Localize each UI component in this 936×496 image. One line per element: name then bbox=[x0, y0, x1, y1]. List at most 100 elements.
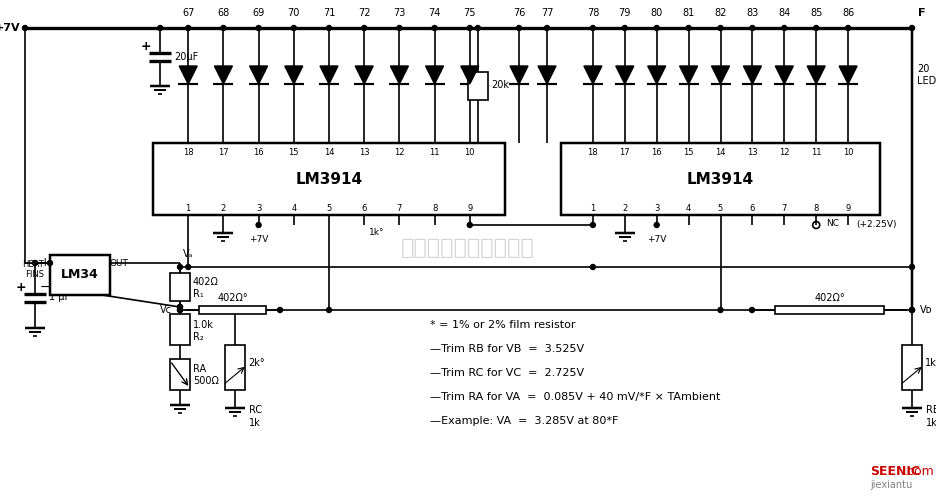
Text: 83: 83 bbox=[746, 8, 758, 18]
Text: 2: 2 bbox=[221, 204, 226, 213]
Circle shape bbox=[178, 305, 183, 310]
Text: jiexiantu: jiexiantu bbox=[870, 480, 913, 490]
Polygon shape bbox=[355, 66, 373, 84]
Circle shape bbox=[910, 264, 914, 269]
Text: 74: 74 bbox=[429, 8, 441, 18]
Text: 7: 7 bbox=[782, 204, 787, 213]
Circle shape bbox=[654, 223, 659, 228]
Text: 9: 9 bbox=[467, 204, 473, 213]
Text: 71: 71 bbox=[323, 8, 335, 18]
Circle shape bbox=[178, 305, 183, 310]
Text: 16: 16 bbox=[254, 148, 264, 157]
Text: 6: 6 bbox=[361, 204, 367, 213]
Circle shape bbox=[361, 25, 367, 30]
Circle shape bbox=[178, 308, 183, 312]
Bar bbox=[775, 306, 884, 314]
Circle shape bbox=[48, 260, 52, 265]
Bar bbox=[561, 143, 880, 215]
Circle shape bbox=[22, 25, 27, 30]
Text: —Example: VA  =  3.285V at 80*F: —Example: VA = 3.285V at 80*F bbox=[430, 416, 619, 426]
Circle shape bbox=[157, 25, 163, 30]
Text: 10: 10 bbox=[464, 148, 475, 157]
Text: +7V: +7V bbox=[249, 235, 269, 244]
Polygon shape bbox=[680, 66, 697, 84]
Circle shape bbox=[845, 25, 851, 30]
Circle shape bbox=[185, 25, 191, 30]
Text: 16: 16 bbox=[651, 148, 662, 157]
Text: R₂: R₂ bbox=[193, 331, 204, 342]
Bar bbox=[225, 345, 245, 390]
Circle shape bbox=[221, 25, 226, 30]
Circle shape bbox=[467, 223, 473, 228]
Bar bbox=[902, 345, 922, 390]
Polygon shape bbox=[250, 66, 268, 84]
Text: 75: 75 bbox=[463, 8, 476, 18]
Text: 69: 69 bbox=[253, 8, 265, 18]
Text: 86: 86 bbox=[842, 8, 855, 18]
Text: 8: 8 bbox=[431, 204, 437, 213]
Text: 17: 17 bbox=[218, 148, 228, 157]
Circle shape bbox=[178, 308, 183, 312]
Text: 1: 1 bbox=[591, 204, 595, 213]
Circle shape bbox=[517, 25, 521, 30]
Text: 14: 14 bbox=[715, 148, 725, 157]
Bar bbox=[170, 359, 190, 390]
Polygon shape bbox=[743, 66, 761, 84]
Text: LM3914: LM3914 bbox=[687, 172, 754, 186]
Text: 18: 18 bbox=[588, 148, 598, 157]
Text: (+2.25V): (+2.25V) bbox=[856, 221, 897, 230]
Text: Vᴅ: Vᴅ bbox=[920, 305, 932, 315]
Text: LM34: LM34 bbox=[61, 268, 99, 282]
Text: NC: NC bbox=[826, 219, 840, 228]
Text: 1 μF: 1 μF bbox=[49, 293, 70, 303]
Text: .com: .com bbox=[904, 465, 935, 478]
Circle shape bbox=[750, 308, 754, 312]
Circle shape bbox=[622, 25, 627, 30]
Polygon shape bbox=[584, 66, 602, 84]
Circle shape bbox=[327, 308, 331, 312]
Polygon shape bbox=[214, 66, 232, 84]
Circle shape bbox=[813, 25, 819, 30]
Text: —Trim RC for VC  =  2.725V: —Trim RC for VC = 2.725V bbox=[430, 368, 584, 378]
Text: F: F bbox=[918, 8, 926, 18]
Circle shape bbox=[782, 25, 787, 30]
Text: 5: 5 bbox=[327, 204, 331, 213]
Text: 2: 2 bbox=[622, 204, 627, 213]
Text: 68: 68 bbox=[217, 8, 229, 18]
Text: 杭州将睐科技有限公司: 杭州将睐科技有限公司 bbox=[402, 238, 534, 258]
Circle shape bbox=[591, 25, 595, 30]
Polygon shape bbox=[775, 66, 794, 84]
Circle shape bbox=[277, 308, 283, 312]
Text: 10: 10 bbox=[842, 148, 854, 157]
Text: 12: 12 bbox=[394, 148, 404, 157]
Text: 11: 11 bbox=[811, 148, 822, 157]
Text: 4: 4 bbox=[686, 204, 691, 213]
Circle shape bbox=[327, 25, 331, 30]
Text: +: + bbox=[141, 41, 152, 54]
Text: 1k°: 1k° bbox=[925, 358, 936, 368]
Text: —Trim RB for VB  =  3.525V: —Trim RB for VB = 3.525V bbox=[430, 344, 584, 354]
Text: 67: 67 bbox=[182, 8, 195, 18]
Polygon shape bbox=[426, 66, 444, 84]
Text: 70: 70 bbox=[287, 8, 300, 18]
Text: 3: 3 bbox=[256, 204, 261, 213]
Text: 13: 13 bbox=[747, 148, 758, 157]
Text: 84: 84 bbox=[778, 8, 790, 18]
Text: 1.0k: 1.0k bbox=[193, 319, 213, 329]
Text: 402Ω°: 402Ω° bbox=[814, 293, 845, 303]
Polygon shape bbox=[320, 66, 338, 84]
Text: 402Ω: 402Ω bbox=[193, 277, 219, 287]
Polygon shape bbox=[390, 66, 408, 84]
Text: +7V: +7V bbox=[0, 23, 20, 33]
Text: +7V: +7V bbox=[647, 235, 666, 244]
Text: 500Ω: 500Ω bbox=[193, 376, 219, 386]
Circle shape bbox=[654, 25, 659, 30]
Text: +: + bbox=[16, 281, 26, 294]
Circle shape bbox=[475, 25, 480, 30]
Bar bbox=[170, 314, 190, 345]
Polygon shape bbox=[648, 66, 665, 84]
Circle shape bbox=[397, 25, 402, 30]
Circle shape bbox=[718, 308, 723, 312]
Polygon shape bbox=[616, 66, 634, 84]
Circle shape bbox=[185, 264, 191, 269]
